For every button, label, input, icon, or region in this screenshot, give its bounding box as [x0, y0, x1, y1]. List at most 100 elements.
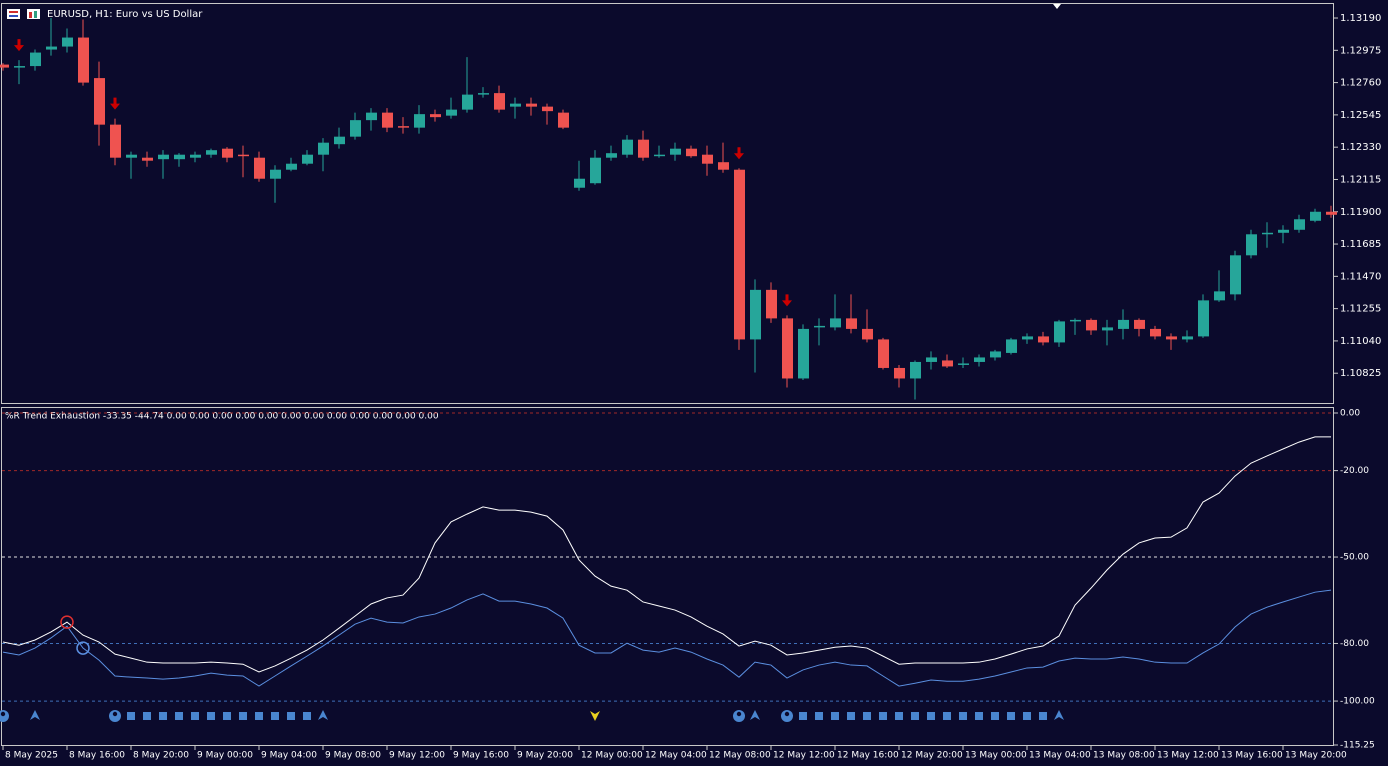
- candle-body: [862, 328, 873, 340]
- candle-body: [814, 325, 825, 328]
- candle-body: [830, 318, 841, 328]
- status-square: [191, 712, 199, 720]
- candle-body: [1326, 211, 1337, 215]
- candle-body: [1294, 219, 1305, 230]
- status-square: [831, 712, 839, 720]
- candle-body: [926, 357, 937, 362]
- candle-body: [942, 360, 953, 367]
- y-tick-label: 1.13190: [1340, 13, 1381, 24]
- candle-body: [334, 136, 345, 145]
- x-tick-label: 13 May 00:00: [965, 751, 1027, 761]
- status-arrow: [1054, 710, 1064, 720]
- x-tick-label: 9 May 16:00: [453, 751, 509, 761]
- candle-body: [270, 169, 281, 179]
- status-square: [847, 712, 855, 720]
- candle-body: [1022, 336, 1033, 340]
- y-tick-label: 1.12975: [1340, 45, 1381, 56]
- candle-body: [686, 148, 697, 157]
- candle-body: [718, 162, 729, 170]
- candle-body: [238, 154, 249, 157]
- candle-body: [254, 157, 265, 179]
- y-tick-label: -20.00: [1340, 466, 1369, 476]
- candle-body: [750, 289, 761, 340]
- candle-body: [414, 114, 425, 128]
- status-square: [127, 712, 135, 720]
- status-square: [207, 712, 215, 720]
- indicator-line: [2, 436, 1331, 673]
- x-tick-label: 8 May 16:00: [69, 751, 125, 761]
- candle-body: [798, 328, 809, 379]
- candle-body: [1038, 336, 1049, 343]
- indicator-title: %R Trend Exhaustion -33.35 -44.74 0.00 0…: [5, 412, 439, 422]
- x-tick-label: 8 May 20:00: [133, 751, 189, 761]
- candle-body: [446, 109, 457, 116]
- status-icon-eye: [0, 711, 6, 717]
- y-tick-label: -100.00: [1340, 697, 1375, 707]
- sell-arrow: [734, 147, 744, 160]
- candle-body: [1214, 291, 1225, 301]
- status-square: [287, 712, 295, 720]
- status-square: [927, 712, 935, 720]
- status-square: [303, 712, 311, 720]
- candle-body: [1054, 321, 1065, 343]
- candle-body: [1230, 255, 1241, 295]
- status-square: [1007, 712, 1015, 720]
- candle-body: [30, 52, 41, 67]
- y-tick-label: 0.00: [1340, 409, 1360, 419]
- status-square: [991, 712, 999, 720]
- status-square: [1039, 712, 1047, 720]
- status-square: [895, 712, 903, 720]
- candle-body: [1262, 232, 1273, 235]
- candle-body: [126, 154, 137, 158]
- x-tick-label: 12 May 12:00: [773, 751, 835, 761]
- x-tick-label: 9 May 04:00: [261, 751, 317, 761]
- y-tick-label: 1.12545: [1340, 110, 1381, 121]
- icon: [7, 9, 20, 19]
- candle-body: [974, 357, 985, 362]
- status-icon-eye: [784, 711, 790, 717]
- status-square: [879, 712, 887, 720]
- y-tick-label: 1.10825: [1340, 368, 1381, 379]
- icon: [27, 9, 40, 19]
- y-tick-label: 1.11470: [1340, 271, 1381, 282]
- candle-body: [1118, 319, 1129, 329]
- y-tick-label: -115.25: [1340, 741, 1375, 751]
- candle-body: [638, 139, 649, 158]
- x-tick-label: 8 May 2025: [5, 751, 58, 761]
- candle-body: [526, 103, 537, 107]
- x-tick-label: 13 May 20:00: [1285, 751, 1347, 761]
- status-square: [255, 712, 263, 720]
- status-square: [1023, 712, 1031, 720]
- candle-body: [110, 124, 121, 158]
- status-square: [815, 712, 823, 720]
- candle-body: [398, 126, 409, 128]
- candle-body: [206, 150, 217, 155]
- candle-body: [734, 169, 745, 340]
- x-tick-label: 9 May 12:00: [389, 751, 445, 761]
- shift-marker[interactable]: [1053, 4, 1061, 9]
- symbol-icons: [7, 9, 40, 19]
- candle-body: [1246, 234, 1257, 256]
- x-tick-label: 12 May 04:00: [645, 751, 707, 761]
- indicator-line: [2, 589, 1332, 687]
- candle-body: [286, 163, 297, 170]
- candle-body: [846, 318, 857, 329]
- status-square: [271, 712, 279, 720]
- signal-circle: [76, 641, 90, 655]
- status-square: [943, 712, 951, 720]
- status-square: [911, 712, 919, 720]
- candle-body: [1182, 336, 1193, 340]
- x-tick-label: 12 May 00:00: [581, 751, 643, 761]
- status-square: [239, 712, 247, 720]
- status-square: [175, 712, 183, 720]
- status-arrow: [318, 710, 328, 720]
- candle-body: [622, 139, 633, 155]
- candle-body: [142, 157, 153, 161]
- candle-body: [1150, 328, 1161, 337]
- status-square: [159, 712, 167, 720]
- icon-part: [9, 11, 18, 13]
- candle-body: [318, 142, 329, 155]
- x-tick-label: 12 May 20:00: [901, 751, 963, 761]
- icon-part: [29, 12, 32, 18]
